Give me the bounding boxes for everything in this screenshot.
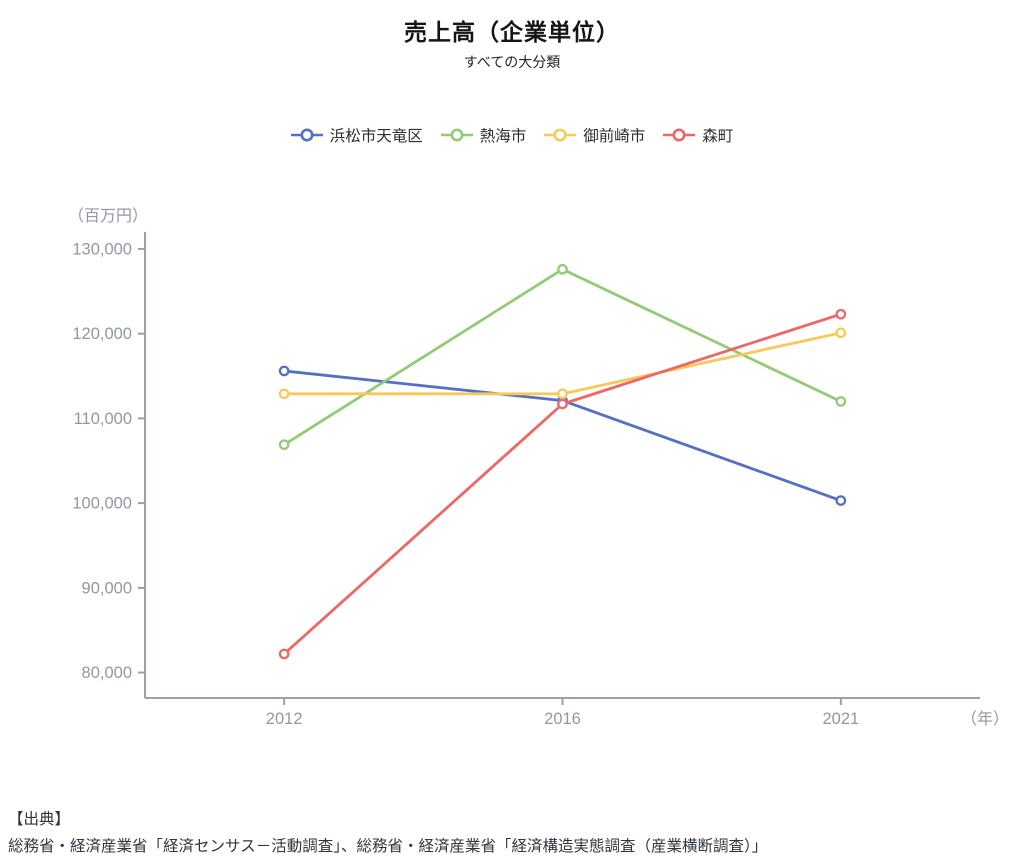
data-point-marker [278,648,290,660]
series-line [282,267,843,447]
y-tick-label: 100,000 [72,495,132,513]
legend-item-2[interactable]: 熱海市 [440,124,527,146]
y-tick-label: 120,000 [72,325,132,343]
legend-item-3[interactable]: 御前崎市 [544,124,645,146]
data-point-marker [835,327,847,339]
data-point-marker [278,388,290,400]
legend-line-marker-icon [544,128,577,142]
data-point-marker [278,439,290,451]
page-title: 売上高（企業単位） [404,19,620,45]
y-tick-label: 90,000 [82,579,132,597]
legend-item-1[interactable]: 浜松市天竜区 [290,124,423,146]
source-text: 総務省・経済産業省「経済センサス－活動調査」、総務省・経済産業省「経済構造実態調… [8,838,768,855]
legend-item-label: 熱海市 [479,128,527,145]
legend-line-marker-icon [290,128,323,142]
x-tick-label: 2021 [822,710,859,728]
data-point-marker [835,308,847,320]
legend-item-label: 浜松市天竜区 [329,128,423,145]
source-heading: 【出典】 [8,811,71,828]
x-tick-label: 2016 [544,710,581,728]
legend-item-label: 森町 [702,128,734,145]
data-point-marker [835,495,847,506]
series-line [282,312,843,656]
data-point-marker [557,388,568,400]
y-axis-unit-label: （百万円） [68,207,148,225]
data-point-marker [278,365,290,377]
legend-item-4[interactable]: 森町 [663,124,733,146]
y-tick-label: 80,000 [82,664,132,682]
source-note: 【出典】 総務省・経済産業省「経済センサス－活動調査」、総務省・経済産業省「経済… [8,806,1018,860]
data-point-marker [557,398,568,410]
y-tick-label: 110,000 [74,410,132,428]
chart-legend: 浜松市天竜区 熱海市 御前崎市 森町 [0,124,1024,146]
legend-line-marker-icon [440,128,473,142]
data-point-marker [557,263,568,275]
x-axis-unit-label: （年） [961,710,1009,728]
legend-line-marker-icon [663,128,696,142]
data-point-marker [835,396,847,407]
y-tick-label: 130,000 [72,240,132,258]
x-tick-label: 2012 [266,710,303,728]
legend-item-label: 御前崎市 [583,128,646,145]
page-subtitle: すべての大分類 [463,54,561,70]
